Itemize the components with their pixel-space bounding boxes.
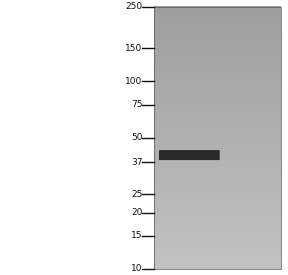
Text: 25: 25: [131, 190, 143, 199]
Text: 37: 37: [131, 158, 143, 167]
Text: 50: 50: [131, 133, 143, 142]
FancyBboxPatch shape: [159, 150, 220, 160]
Text: 250: 250: [126, 2, 143, 11]
Text: 15: 15: [131, 232, 143, 240]
Text: 100: 100: [125, 77, 143, 86]
Text: 10: 10: [131, 265, 143, 273]
Bar: [154, 7, 281, 269]
Text: 75: 75: [131, 100, 143, 109]
Text: 150: 150: [125, 44, 143, 53]
Text: 20: 20: [131, 208, 143, 217]
